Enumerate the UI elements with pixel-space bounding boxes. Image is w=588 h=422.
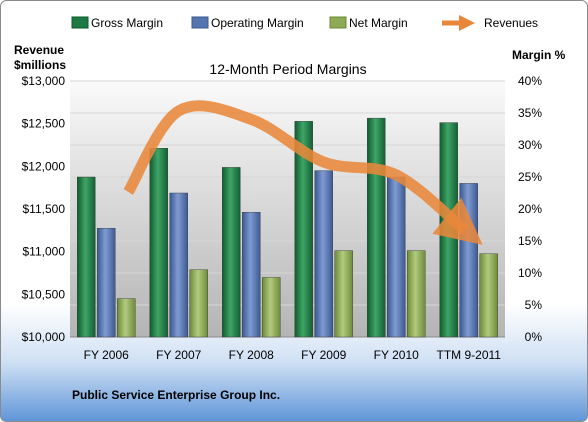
company-name: Public Service Enterprise Group Inc. [72, 388, 280, 402]
right-tick-label: 40% [518, 74, 542, 88]
legend-swatch-gross [71, 16, 89, 29]
left-axis-label-line1: Revenue [14, 43, 64, 57]
bar-net-margin [407, 250, 426, 338]
bar-net-margin [479, 253, 498, 338]
left-axis-ticks: $10,000 $10,500 $11,000 $11,500 $12,000 $12,5… [22, 74, 66, 344]
left-tick-label: $13,000 [22, 74, 66, 88]
bar-operating-margin [169, 192, 188, 338]
revenues-line [123, 100, 483, 245]
right-tick-label: 35% [518, 106, 542, 120]
legend: Gross Margin Operating Margin Net Margin… [71, 14, 538, 32]
bar-gross-margin [367, 117, 386, 338]
legend-label-operating: Operating Margin [211, 16, 304, 30]
right-tick-label: 25% [518, 170, 542, 184]
bar-net-margin [262, 277, 281, 338]
legend-label-revenues: Revenues [484, 16, 538, 30]
revenues-line-layer [123, 100, 483, 245]
x-tick-label: FY 2010 [374, 348, 419, 362]
right-axis-ticks: 0% 5% 10% 15% 20% 25% 30% 35% 40% [518, 74, 542, 344]
x-tick-label: FY 2009 [301, 348, 346, 362]
left-tick-label: $10,000 [22, 330, 66, 344]
chart-title: 12-Month Period Margins [209, 61, 366, 77]
x-axis-ticks: FY 2006 FY 2007 FY 2008 FY 2009 FY 2010 TTM 9… [84, 348, 502, 362]
right-axis-label: Margin % [512, 48, 566, 62]
bar-net-margin [117, 298, 136, 338]
legend-label-net: Net Margin [349, 16, 408, 30]
left-tick-label: $10,500 [22, 287, 66, 301]
bar-gross-margin [222, 167, 241, 338]
right-tick-label: 30% [518, 138, 542, 152]
legend-swatch-net [329, 16, 347, 29]
left-tick-label: $11,000 [23, 245, 66, 259]
x-tick-label: TTM 9-2011 [437, 348, 502, 362]
bar-net-margin [334, 250, 353, 338]
bar-gross-margin [77, 176, 96, 338]
x-tick-label: FY 2007 [156, 348, 201, 362]
bar-gross-margin [439, 122, 458, 338]
right-tick-label: 5% [525, 298, 543, 312]
bar-gross-margin [149, 147, 168, 338]
bar-gross-margin [294, 121, 313, 338]
bar-operating-margin [459, 183, 478, 338]
right-tick-label: 10% [518, 266, 542, 280]
left-axis-label-line2: $millions [14, 58, 66, 72]
x-tick-label: FY 2006 [84, 348, 129, 362]
bar-net-margin [189, 269, 208, 338]
bar-operating-margin [97, 227, 116, 338]
bar-operating-margin [314, 170, 333, 338]
x-tick-label: FY 2008 [229, 348, 274, 362]
bar-operating-margin [242, 211, 261, 338]
right-tick-label: 0% [525, 330, 543, 344]
left-tick-label: $11,500 [23, 202, 66, 216]
left-tick-label: $12,000 [22, 159, 66, 173]
right-tick-label: 15% [518, 234, 542, 248]
bar-operating-margin [387, 176, 406, 338]
legend-label-gross: Gross Margin [91, 16, 163, 30]
left-tick-label: $12,500 [22, 117, 66, 131]
legend-swatch-operating [191, 16, 209, 29]
right-tick-label: 20% [518, 202, 542, 216]
